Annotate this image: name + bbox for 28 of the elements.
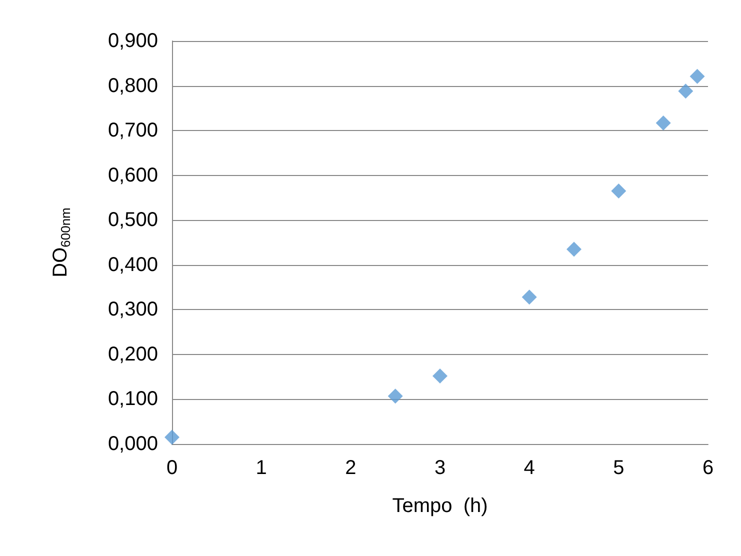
point bbox=[678, 84, 694, 99]
y-tick-label: 0,200 bbox=[108, 343, 158, 366]
y-axis-title: DO600nm bbox=[50, 208, 73, 278]
y-tick-label: 0,700 bbox=[108, 120, 158, 142]
point bbox=[388, 388, 403, 404]
x-tick-label: 5 bbox=[613, 457, 624, 479]
point bbox=[164, 430, 180, 445]
y-tick-label: 0,500 bbox=[108, 209, 158, 232]
y-tick-label: 0,100 bbox=[108, 388, 158, 410]
y-tick-label: 0,000 bbox=[108, 433, 158, 455]
x-tick-label: 2 bbox=[345, 457, 356, 479]
y-tick-label: 0,600 bbox=[108, 164, 158, 186]
y-tick-label: 0,400 bbox=[108, 254, 158, 276]
x-tick-label: 1 bbox=[256, 457, 267, 479]
x-axis-title: Tempo (h) bbox=[392, 495, 488, 517]
y-tick-label: 0,900 bbox=[108, 30, 158, 52]
point bbox=[611, 184, 626, 199]
x-tick-label: 6 bbox=[702, 457, 714, 479]
y-tick-label: 0,300 bbox=[108, 298, 158, 321]
point bbox=[690, 68, 705, 84]
x-tick-label: 3 bbox=[434, 457, 446, 479]
point bbox=[522, 290, 537, 305]
x-tick-label: 4 bbox=[524, 457, 535, 479]
x-tick-label: 0 bbox=[166, 457, 178, 479]
point bbox=[432, 368, 448, 384]
point bbox=[566, 242, 582, 257]
point bbox=[656, 115, 671, 130]
y-tick-label: 0,800 bbox=[108, 74, 158, 97]
